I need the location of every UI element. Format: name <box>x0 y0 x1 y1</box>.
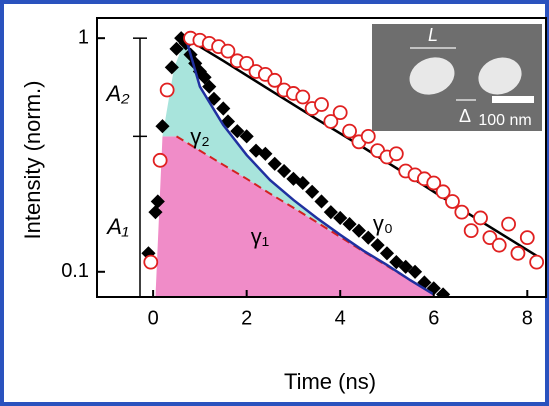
circle-marker <box>519 230 535 246</box>
diamond-marker <box>370 238 385 253</box>
circle-marker <box>463 223 479 239</box>
circle-marker <box>152 152 168 168</box>
fit-line <box>184 37 435 296</box>
diamond-marker <box>333 210 348 226</box>
circle-marker <box>501 216 516 232</box>
diamond-marker <box>295 175 310 191</box>
diamond-marker <box>398 259 413 274</box>
circle-marker <box>435 184 451 200</box>
particle <box>478 57 522 95</box>
circle-marker <box>491 237 507 253</box>
circle-marker <box>332 105 348 121</box>
diamond-marker <box>361 230 376 245</box>
y-tick-label: 0.1 <box>61 260 89 282</box>
diamond-marker <box>314 194 329 209</box>
y-tick-label: 1 <box>78 26 89 48</box>
diamond-marker <box>407 264 423 279</box>
annotation: A₁ <box>105 214 129 239</box>
circle-marker <box>482 230 498 246</box>
annotation: A₂ <box>104 81 130 106</box>
circle-marker <box>323 114 339 129</box>
annotation: γ₁ <box>251 224 269 249</box>
diamond-marker <box>323 205 338 220</box>
circle-marker <box>360 128 376 144</box>
y-axis-label: Intensity (norm.) <box>20 81 45 240</box>
plot-frame <box>96 17 547 298</box>
diamond-marker <box>305 184 320 199</box>
circle-marker <box>239 55 255 71</box>
x-tick-label: 0 <box>148 307 159 329</box>
circle-marker <box>426 175 442 191</box>
particle <box>409 57 455 95</box>
x-tick-label: 2 <box>241 307 252 329</box>
plot-area <box>141 30 545 297</box>
circle-marker <box>529 254 545 270</box>
circle-marker <box>510 245 526 261</box>
circle-marker <box>314 97 329 112</box>
x-tick-label: 4 <box>335 307 346 329</box>
diamond-marker <box>379 246 395 261</box>
diamond-marker <box>342 217 357 232</box>
circle-marker <box>454 204 470 220</box>
diamond-marker <box>148 205 163 220</box>
diamond-marker <box>267 156 282 171</box>
annotation: γ₀ <box>373 211 393 236</box>
area <box>155 136 434 297</box>
x-axis-label: Time (ns) <box>284 369 376 394</box>
diamond-marker <box>351 223 366 238</box>
diamond-marker <box>436 287 451 297</box>
inset-label: 100 nm <box>478 112 531 129</box>
circle-marker <box>473 210 488 226</box>
circle-marker <box>220 43 236 59</box>
x-tick-label: 8 <box>522 307 533 329</box>
circle-marker <box>159 82 175 98</box>
inset-label: Δ <box>459 106 471 126</box>
circle-marker <box>342 123 357 139</box>
diamond-marker <box>258 146 273 161</box>
diamond-marker <box>150 194 165 209</box>
inset: L Δ 100 nm <box>372 24 542 131</box>
scale-bar <box>492 96 534 103</box>
circle-marker <box>267 72 283 88</box>
circle-marker <box>445 194 460 209</box>
diamond-marker <box>277 163 292 179</box>
circle-marker <box>388 146 404 162</box>
x-tick-label: 6 <box>428 307 439 329</box>
annotation: γ₂ <box>190 124 210 149</box>
diamond-marker <box>239 129 254 144</box>
inset-label: L <box>428 25 438 45</box>
circle-marker <box>143 254 159 270</box>
diamond-marker <box>164 60 179 75</box>
fit-line <box>185 37 538 257</box>
circle-marker <box>295 89 311 105</box>
